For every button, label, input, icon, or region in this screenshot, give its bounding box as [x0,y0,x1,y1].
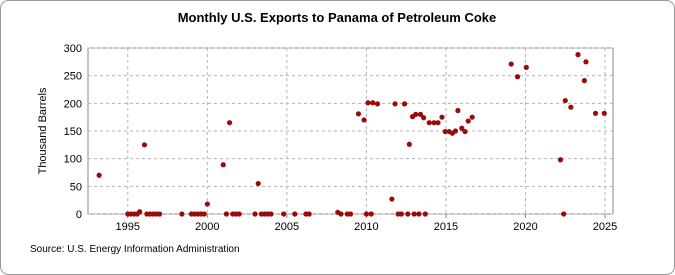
x-tick-label: 2010 [354,221,378,233]
x-tick-label: 2015 [434,221,458,233]
y-tick-label: 0 [76,209,82,221]
x-tick-label: 2005 [275,221,299,233]
y-tick-label: 250 [64,71,82,83]
point [204,201,210,207]
point [179,211,185,217]
point [368,211,374,217]
point [568,104,574,110]
point [514,74,521,80]
point [255,180,261,187]
point [96,172,102,178]
point [601,110,607,116]
x-tick-label: 1995 [116,221,140,233]
point [236,211,242,217]
point [426,120,432,126]
point [583,59,589,65]
point [459,125,465,131]
point [469,114,475,120]
point [455,107,461,114]
point [442,128,448,135]
x-tick-label: 2020 [513,221,537,233]
point [223,211,230,217]
point [416,211,422,217]
point [392,101,398,107]
point [406,141,412,147]
point [338,211,344,217]
point [561,211,567,217]
point [452,128,459,134]
y-tick-label: 200 [64,98,82,110]
source: Source: U.S. Energy Information Administ… [30,244,240,255]
point [413,111,419,117]
point [363,211,370,217]
point [557,157,564,163]
point [417,111,424,117]
point [435,120,441,126]
point [365,100,371,106]
point [347,211,354,217]
chart-title: Monthly U.S. Exports to Panama of Petrol… [178,10,497,25]
point [201,211,207,217]
point [462,128,468,135]
point [141,142,148,148]
point [156,211,163,217]
point [389,196,395,202]
point [401,101,408,107]
point [292,211,298,217]
point [306,211,312,217]
point [361,117,367,123]
y-tick-label: 50 [70,181,82,193]
point [523,64,529,70]
y-tick-label: 150 [64,126,82,138]
point [252,211,258,217]
point [405,211,411,217]
y-tick-label: 300 [64,43,82,55]
point [220,162,226,168]
point [562,97,568,104]
point [431,120,437,126]
point [465,118,471,124]
point [370,100,376,106]
point [268,211,274,217]
point [592,110,599,116]
point [137,209,143,215]
x-tick-label: 2025 [593,221,617,233]
point [575,52,581,58]
point [281,211,287,217]
point [398,211,405,217]
point [439,114,445,120]
point [581,78,587,84]
y-axis-label: Thousand Barrels [37,87,49,174]
point [422,211,428,217]
point [355,111,362,117]
point [226,120,233,126]
point [421,115,427,121]
x-tick-label: 2000 [195,221,219,233]
point [374,101,381,107]
y-tick-label: 100 [64,154,82,166]
point [411,211,417,217]
point [508,61,514,67]
